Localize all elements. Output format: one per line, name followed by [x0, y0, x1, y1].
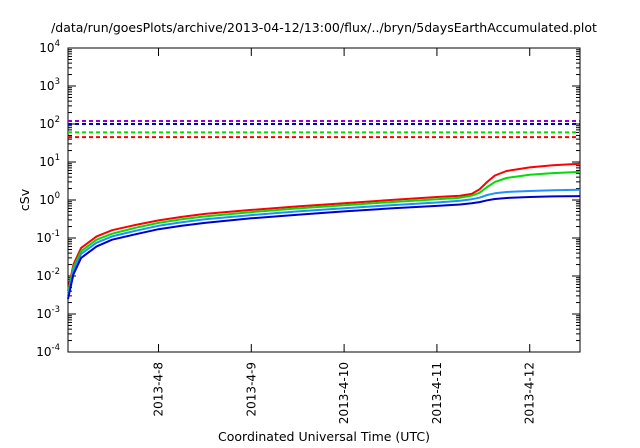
series-line [67, 162, 581, 292]
x-axis-ticks: 2013-4-8 2013-4-9 2013-4-10 2013-4-11 2013-4… [151, 48, 537, 424]
x-tick-label: 2013-4-10 [337, 362, 351, 424]
x-tick-label: 2013-4-12 [523, 362, 537, 424]
series-line [67, 170, 581, 294]
y-tick-label: 104 [39, 39, 60, 55]
x-axis-label: Coordinated Universal Time (UTC) [218, 429, 430, 444]
x-tick-label: 2013-4-9 [244, 362, 258, 416]
x-tick-label: 2013-4-8 [151, 362, 165, 416]
series-line [67, 195, 581, 300]
y-axis-ticks: 10-4 10-3 10-2 10-1 100 101 102 103 104 [36, 39, 580, 359]
threshold-lines [68, 119, 580, 139]
y-tick-label: 101 [39, 153, 60, 169]
plot-frame [67, 47, 581, 353]
chart-title: /data/run/goesPlots/archive/2013-04-12/1… [51, 20, 597, 35]
y-tick-label: 10-2 [36, 267, 60, 283]
y-tick-label: 10-1 [36, 229, 60, 245]
y-tick-label: 100 [39, 191, 60, 207]
series-lines [67, 162, 581, 300]
y-tick-label: 102 [39, 115, 60, 131]
y-tick-label: 10-3 [36, 305, 60, 321]
x-tick-label: 2013-4-11 [430, 362, 444, 424]
y-tick-label: 10-4 [36, 343, 60, 359]
series-line [67, 188, 581, 297]
y-tick-label: 103 [39, 77, 60, 93]
y-axis-label: cSv [17, 188, 32, 211]
